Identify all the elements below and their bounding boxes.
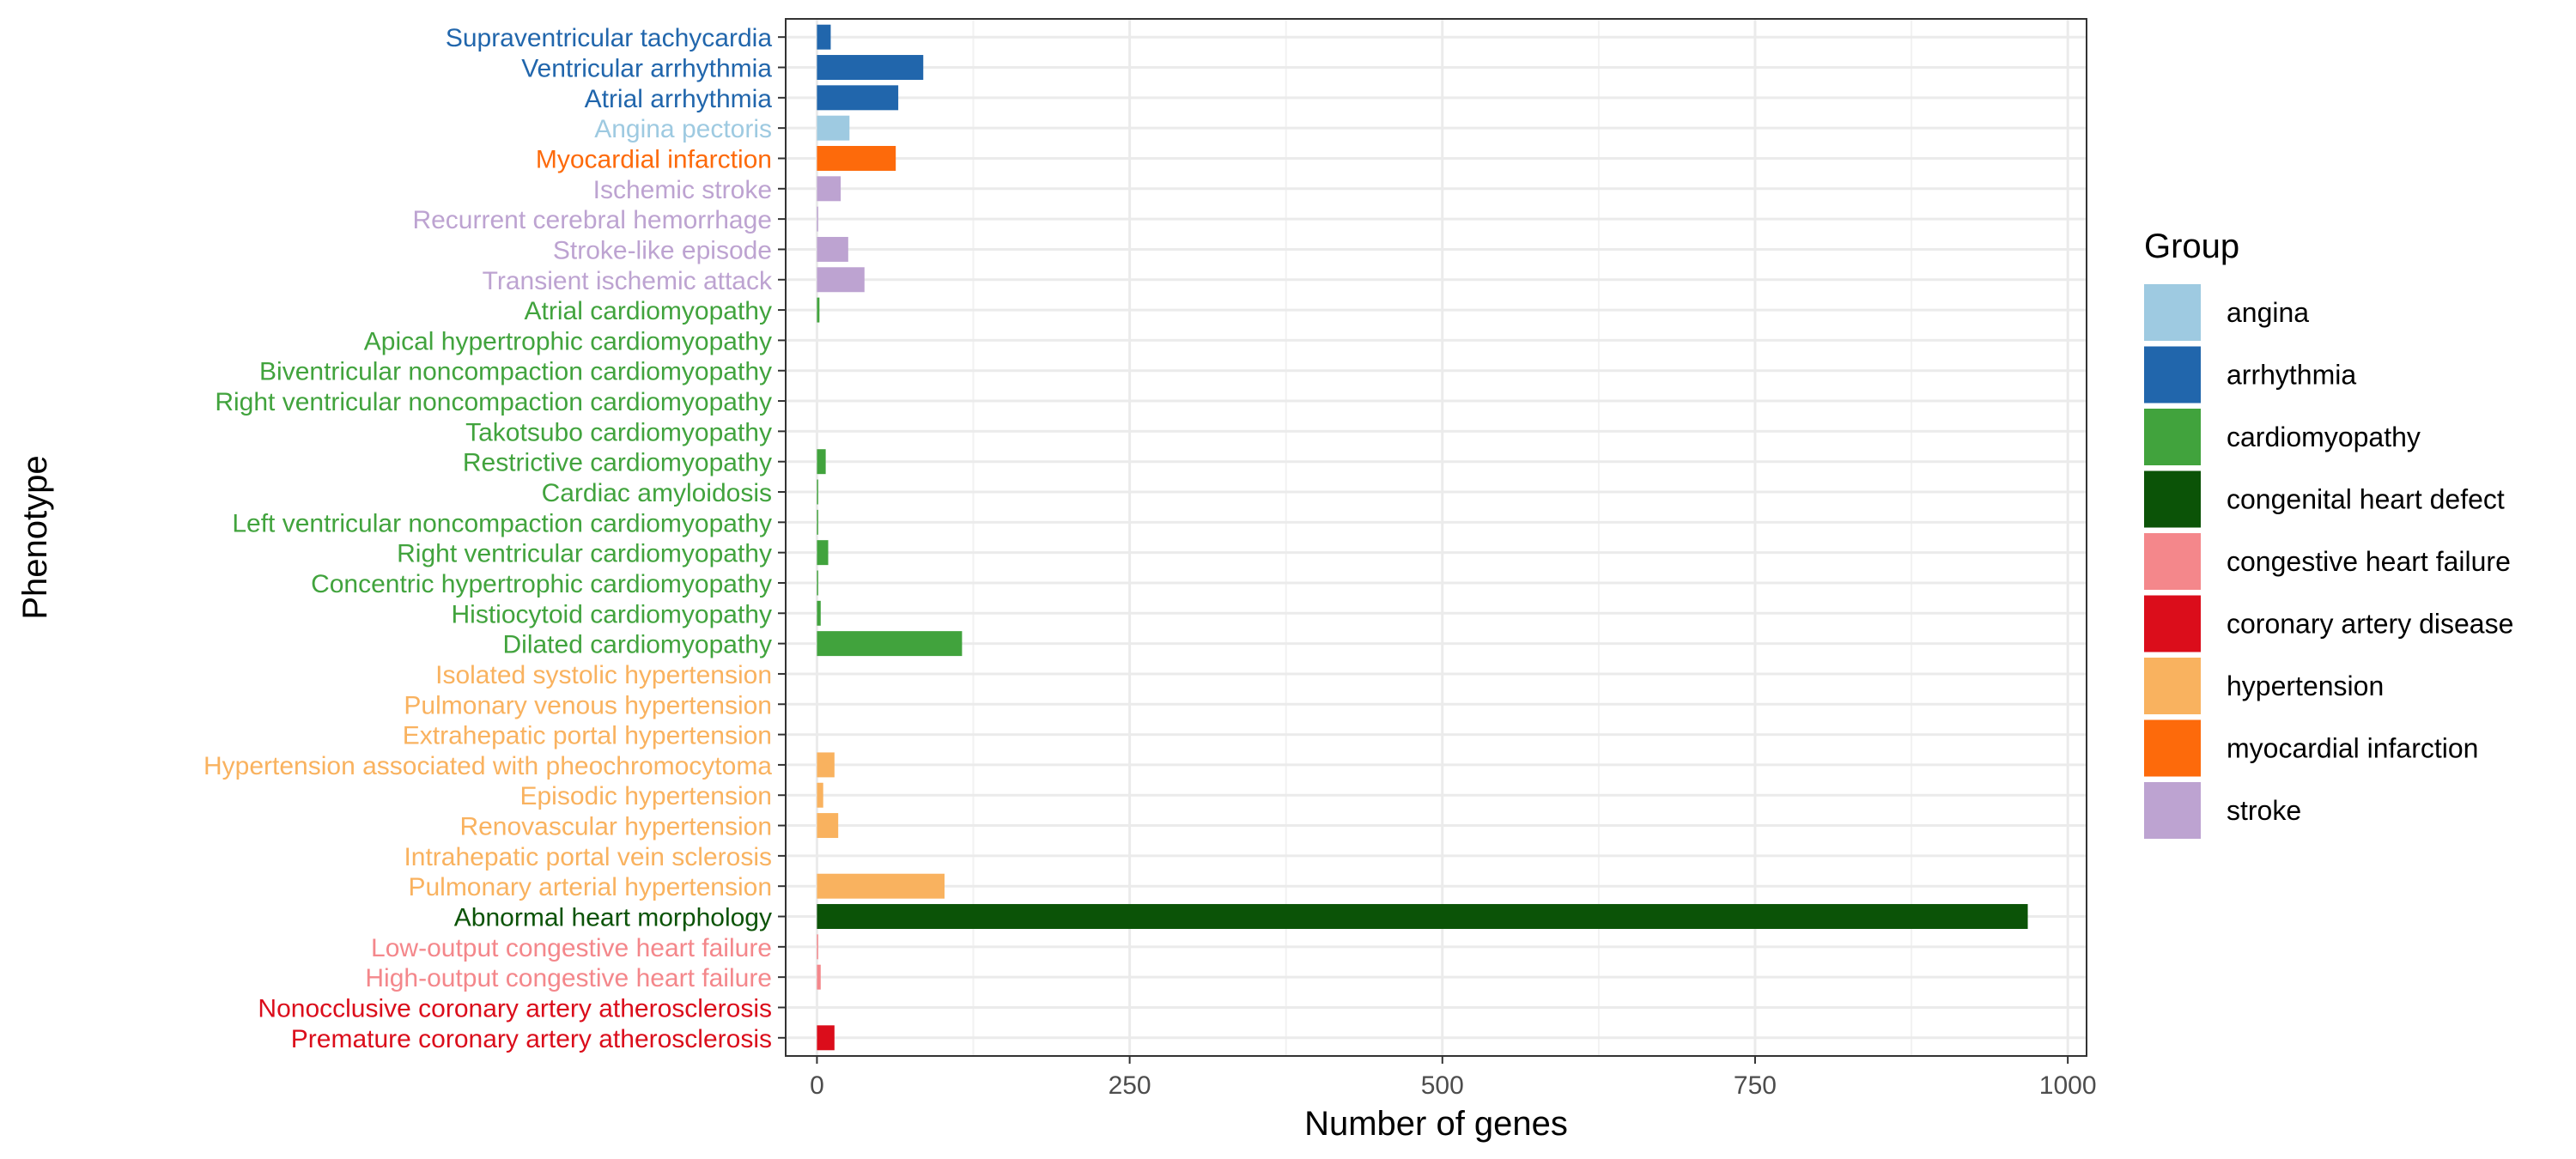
bar-dilated-cardiomyopathy bbox=[817, 631, 963, 657]
x-tick-label: 250 bbox=[1109, 1071, 1151, 1100]
panel-border bbox=[785, 18, 2087, 1057]
y-tick-label: Cardiac amyloidosis bbox=[542, 479, 772, 507]
plot-panel bbox=[786, 19, 2087, 1056]
y-tick-label: Recurrent cerebral hemorrhage bbox=[412, 206, 772, 234]
legend-key-angina bbox=[2144, 284, 2201, 341]
y-tick-label: Premature coronary artery atherosclerosi… bbox=[291, 1025, 772, 1053]
y-tick-label: Ischemic stroke bbox=[593, 176, 772, 204]
x-axis-title: Number of genes bbox=[1304, 1105, 1568, 1143]
bar-hypertension-associated-with-pheochromocytoma bbox=[817, 752, 835, 778]
legend-key-congestive-heart-failure bbox=[2144, 533, 2201, 590]
legend-label: angina bbox=[2227, 297, 2309, 328]
bar-transient-ischemic-attack bbox=[817, 267, 865, 293]
legend-key-congenital-heart-defect bbox=[2144, 470, 2201, 528]
bar-episodic-hypertension bbox=[817, 782, 823, 808]
y-tick-label: Ventricular arrhythmia bbox=[521, 55, 772, 83]
y-tick-label: Abnormal heart morphology bbox=[454, 904, 772, 932]
bar-ventricular-arrhythmia bbox=[817, 55, 924, 80]
legend-label: stroke bbox=[2227, 795, 2301, 826]
x-tick-label: 1000 bbox=[2039, 1071, 2097, 1100]
x-tick-label: 750 bbox=[1734, 1071, 1777, 1100]
legend-key-myocardial-infarction bbox=[2144, 719, 2201, 777]
bar-atrial-cardiomyopathy bbox=[817, 297, 820, 323]
y-tick-label: Angina pectoris bbox=[594, 115, 772, 143]
y-tick-label: Apical hypertrophic cardiomyopathy bbox=[364, 327, 772, 355]
x-tick-label: 500 bbox=[1421, 1071, 1464, 1100]
y-tick-label: Pulmonary arterial hypertension bbox=[408, 873, 772, 901]
y-tick-label: Right ventricular cardiomyopathy bbox=[397, 540, 772, 568]
y-tick-label: Extrahepatic portal hypertension bbox=[403, 722, 772, 750]
bar-pulmonary-arterial-hypertension bbox=[817, 873, 945, 899]
legend-label: coronary artery disease bbox=[2227, 609, 2513, 640]
legend-label: cardiomyopathy bbox=[2227, 422, 2421, 452]
legend: Group angina arrhythmia cardiomyopathy cong… bbox=[2144, 228, 2513, 839]
legend-label: hypertension bbox=[2227, 671, 2384, 701]
y-tick-label: Left ventricular noncompaction cardiomyo… bbox=[232, 509, 772, 537]
bar-high-output-congestive-heart-failure bbox=[817, 964, 821, 990]
legend-key-cardiomyopathy bbox=[2144, 409, 2201, 465]
y-tick-label: Histiocytoid cardiomyopathy bbox=[452, 600, 773, 628]
legend-label: arrhythmia bbox=[2227, 360, 2356, 391]
x-tick-label: 0 bbox=[810, 1071, 824, 1100]
y-tick-label: Dilated cardiomyopathy bbox=[503, 631, 773, 659]
legend-key-hypertension bbox=[2144, 658, 2201, 714]
x-axis-ticks: 0 250 500 750 1000 bbox=[810, 1056, 2097, 1100]
bar-restrictive-cardiomyopathy bbox=[817, 449, 826, 475]
bar-right-ventricular-cardiomyopathy bbox=[817, 540, 829, 566]
y-tick-label: Hypertension associated with pheochromoc… bbox=[204, 752, 772, 780]
legend-label: myocardial infarction bbox=[2227, 733, 2478, 764]
bar-abnormal-heart-morphology bbox=[817, 904, 2028, 930]
y-tick-label: Episodic hypertension bbox=[519, 782, 772, 810]
y-tick-label: Right ventricular noncompaction cardiomy… bbox=[215, 388, 772, 416]
y-tick-label: Transient ischemic attack bbox=[483, 267, 773, 295]
grid-lines bbox=[786, 19, 2087, 1056]
y-tick-label: Pulmonary venous hypertension bbox=[404, 691, 772, 719]
y-tick-label: Takotsubo cardiomyopathy bbox=[465, 418, 772, 446]
y-tick-label: Myocardial infarction bbox=[536, 145, 772, 173]
bar-atrial-arrhythmia bbox=[817, 85, 899, 111]
y-tick-label: Atrial cardiomyopathy bbox=[525, 297, 772, 325]
y-tick-label: Low-output congestive heart failure bbox=[371, 934, 772, 962]
legend-key-coronary-artery-disease bbox=[2144, 595, 2201, 652]
y-tick-label: Stroke-like episode bbox=[553, 236, 772, 264]
bar-histiocytoid-cardiomyopathy bbox=[817, 600, 821, 626]
y-tick-label: Biventricular noncompaction cardiomyopat… bbox=[259, 358, 772, 386]
legend-key-stroke bbox=[2144, 782, 2201, 839]
y-tick-label: Atrial arrhythmia bbox=[585, 85, 773, 113]
y-tick-label: High-output congestive heart failure bbox=[365, 964, 772, 992]
y-tick-label: Supraventricular tachycardia bbox=[446, 24, 773, 52]
bar-supraventricular-tachycardia bbox=[817, 24, 831, 50]
y-tick-label: Renovascular hypertension bbox=[459, 813, 772, 841]
bar-premature-coronary-artery-atherosclerosis bbox=[817, 1025, 835, 1051]
bars bbox=[817, 24, 2028, 1051]
bar-angina-pectoris bbox=[817, 115, 850, 141]
y-tick-label: Nonocclusive coronary artery atheroscler… bbox=[258, 994, 772, 1022]
legend-key-arrhythmia bbox=[2144, 346, 2201, 404]
y-tick-label: Isolated systolic hypertension bbox=[435, 661, 772, 689]
legend-title: Group bbox=[2144, 228, 2239, 265]
bar-stroke-like-episode bbox=[817, 236, 848, 262]
y-axis-ticks: Supraventricular tachycardia Ventricular … bbox=[204, 24, 786, 1053]
y-tick-label: Restrictive cardiomyopathy bbox=[463, 449, 772, 477]
y-tick-label: Concentric hypertrophic cardiomyopathy bbox=[311, 570, 772, 598]
bar-ischemic-stroke bbox=[817, 176, 841, 202]
legend-label: congenital heart defect bbox=[2227, 484, 2505, 515]
legend-label: congestive heart failure bbox=[2227, 546, 2511, 577]
y-tick-label: Intrahepatic portal vein sclerosis bbox=[404, 843, 772, 871]
bar-myocardial-infarction bbox=[817, 145, 896, 171]
y-axis-title: Phenotype bbox=[16, 455, 54, 619]
bar-renovascular-hypertension bbox=[817, 813, 839, 839]
